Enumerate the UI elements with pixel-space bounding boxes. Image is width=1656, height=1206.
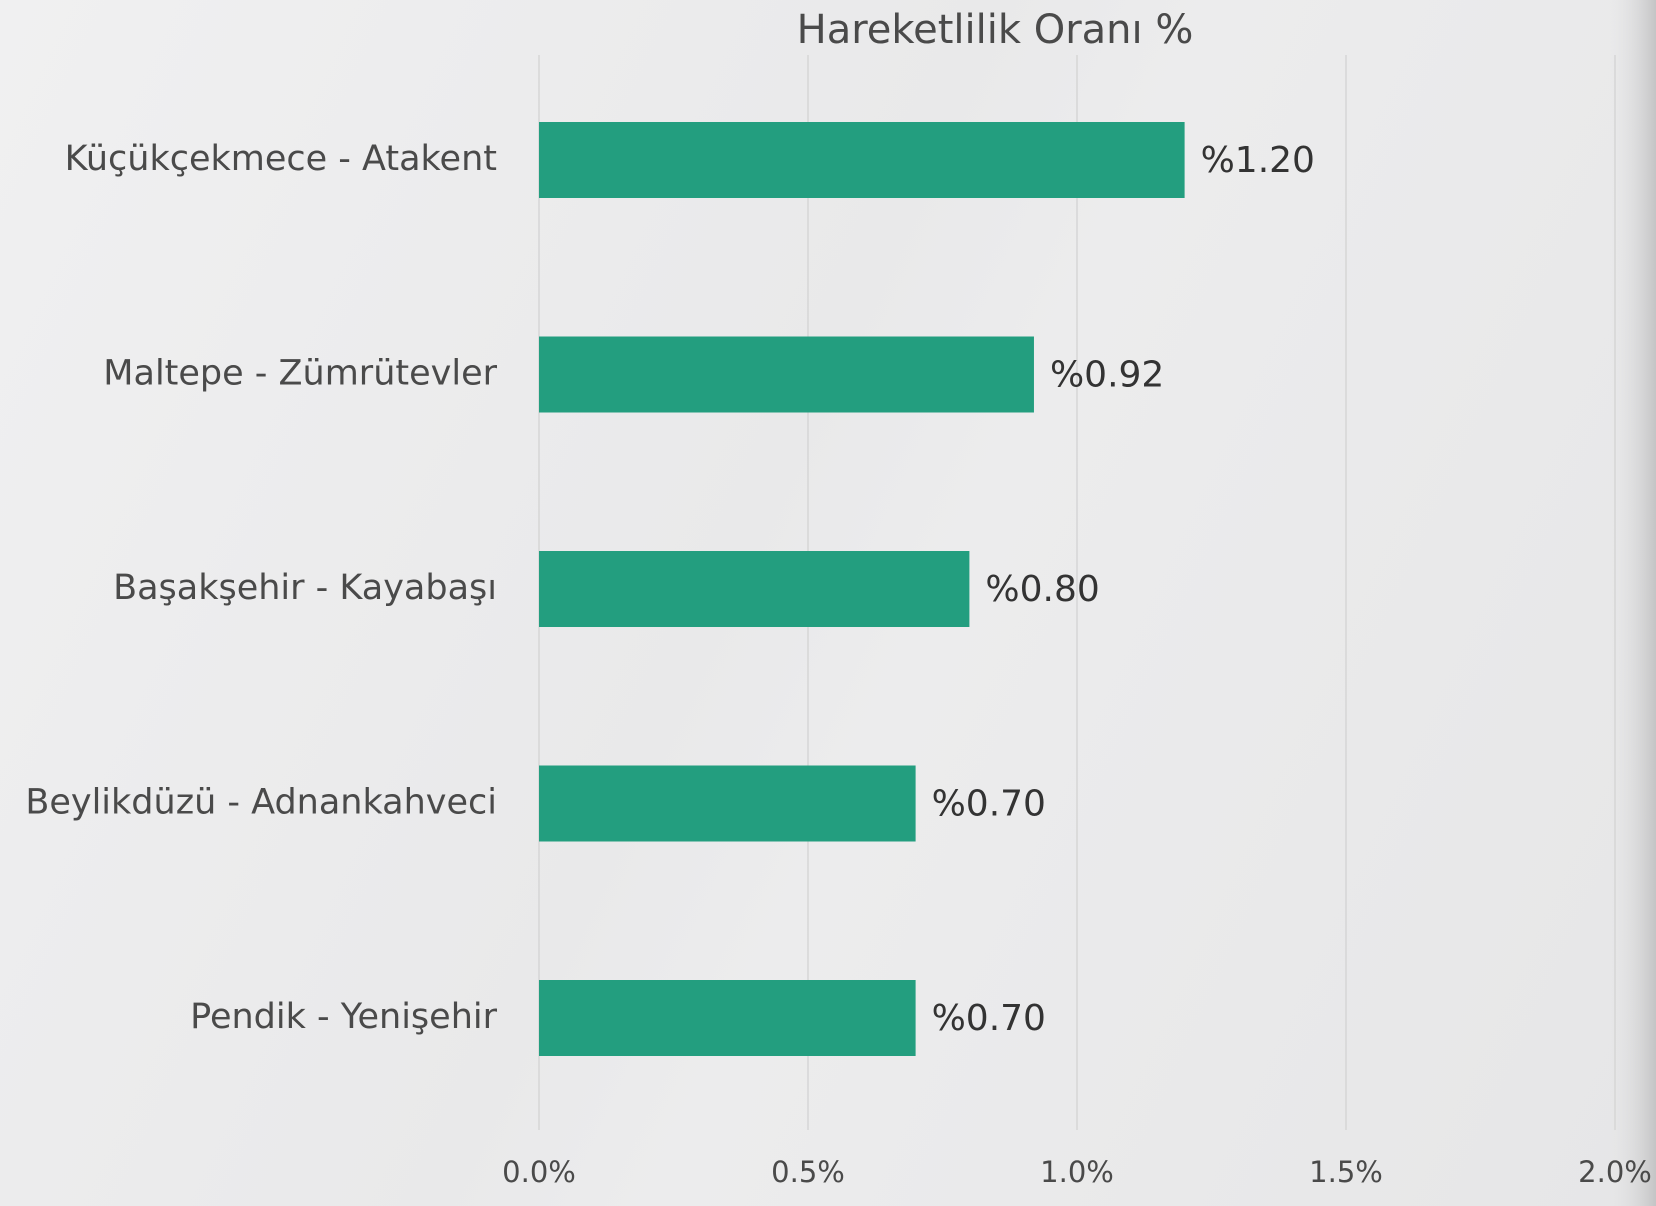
category-label: Pendik - Yenişehir — [190, 997, 498, 1037]
bar — [539, 980, 916, 1056]
category-label: Maltepe - Zümrütevler — [103, 354, 497, 394]
value-label: %0.70 — [932, 998, 1046, 1039]
value-label: %0.92 — [1050, 355, 1164, 396]
category-label: Küçükçekmece - Atakent — [65, 139, 497, 179]
chart-title: Hareketlilik Oranı % — [797, 7, 1194, 53]
background-edge — [1610, 0, 1656, 1206]
bar — [539, 765, 916, 842]
x-tick-label: 0.0% — [502, 1155, 576, 1189]
value-label: %0.80 — [985, 569, 1099, 610]
x-tick-label: 2.0% — [1578, 1155, 1652, 1189]
bar — [539, 551, 970, 627]
bar — [539, 122, 1185, 198]
x-tick-label: 1.0% — [1040, 1155, 1114, 1189]
value-label: %1.20 — [1201, 140, 1315, 181]
x-tick-label: 0.5% — [771, 1155, 845, 1189]
category-label: Başakşehir - Kayabaşı — [113, 568, 497, 608]
x-tick-label: 1.5% — [1309, 1155, 1383, 1189]
bar — [539, 336, 1034, 413]
category-label: Beylikdüzü - Adnankahveci — [25, 783, 497, 823]
value-label: %0.70 — [932, 784, 1046, 825]
